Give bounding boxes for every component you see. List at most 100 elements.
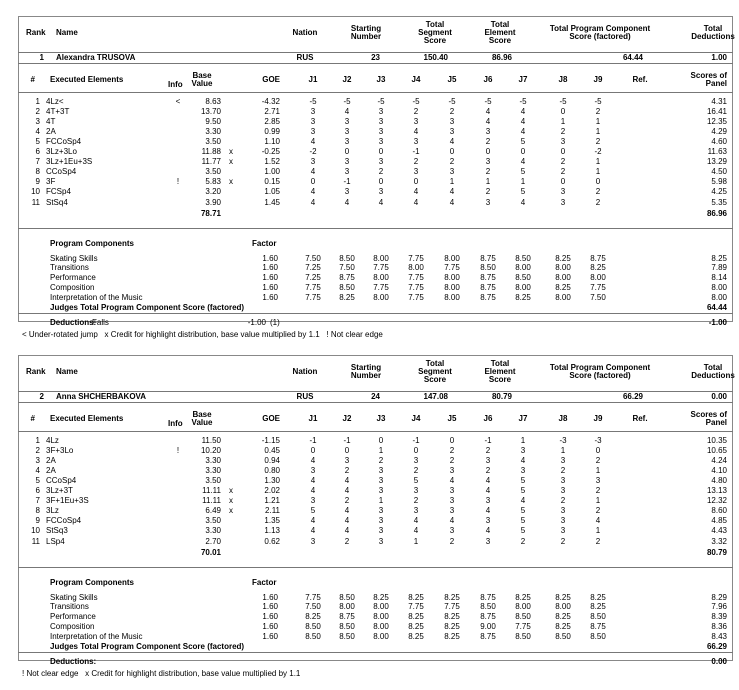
text: 2 xyxy=(449,536,455,546)
text: -5 xyxy=(343,96,351,106)
text: Scores of xyxy=(690,409,727,419)
text: 5.35 xyxy=(711,197,727,207)
text: 2.02 xyxy=(264,486,280,495)
text: 3 xyxy=(344,455,350,465)
text: 3 xyxy=(485,536,491,546)
text: 8.75 xyxy=(480,592,496,602)
text: 4.43 xyxy=(711,526,727,536)
text: x xyxy=(229,486,233,495)
text: 3 xyxy=(344,136,350,146)
text: -1.00 xyxy=(247,317,266,327)
text: 3 xyxy=(560,486,566,495)
text: 10 xyxy=(31,187,40,197)
text: Panel xyxy=(705,78,727,88)
text: 7.50 xyxy=(305,253,321,263)
text: 3 xyxy=(560,455,566,465)
text: J4 xyxy=(411,74,421,84)
text: 4 xyxy=(485,475,491,485)
text: 3 xyxy=(485,197,491,207)
text: 3.90 xyxy=(205,197,221,207)
text: 5.98 xyxy=(711,177,727,187)
text: 78.71 xyxy=(200,208,221,218)
text: 8.00 xyxy=(373,612,389,622)
text: 3 xyxy=(35,455,40,465)
text: 4 xyxy=(485,506,491,516)
text: 9.00 xyxy=(480,622,496,632)
text: 6.49 xyxy=(205,506,221,516)
text: 13.13 xyxy=(706,486,727,495)
text: -5 xyxy=(594,96,602,106)
text: 8 xyxy=(35,506,40,516)
text: 12.35 xyxy=(706,116,727,126)
text: 8.25 xyxy=(555,612,571,622)
text: 3 xyxy=(378,475,384,485)
text: 0.45 xyxy=(264,445,280,455)
text: 5 xyxy=(520,475,526,485)
text: -1.00 xyxy=(708,317,727,327)
text: 4T xyxy=(46,116,56,126)
text: Total xyxy=(490,358,510,368)
text: 7.75 xyxy=(444,263,460,273)
text: 8.29 xyxy=(711,592,727,602)
text: 8.50 xyxy=(305,622,321,632)
text: 8.25 xyxy=(515,293,531,303)
text: 1.60 xyxy=(262,253,278,263)
text: Transitions xyxy=(50,602,89,612)
text: 8.25 xyxy=(515,592,531,602)
text: 66.29 xyxy=(706,641,727,651)
text: FCCoSp4 xyxy=(46,516,82,526)
text: 3 xyxy=(560,506,566,516)
text: 7.75 xyxy=(515,622,531,632)
text: 1.60 xyxy=(262,602,278,612)
text: 1.60 xyxy=(262,592,278,602)
text: 3 xyxy=(378,187,384,197)
text: 2 xyxy=(595,187,601,197)
text: 2 xyxy=(595,536,601,546)
text: 147.08 xyxy=(423,391,448,401)
text: FCCoSp4 xyxy=(46,136,82,146)
text: 86.96 xyxy=(491,52,512,62)
text: 13.29 xyxy=(706,157,727,167)
text: Deductions xyxy=(691,370,735,380)
text: 66.29 xyxy=(622,391,643,401)
text: Segment xyxy=(418,27,452,37)
text: 8.00 xyxy=(444,253,460,263)
text: 8.00 xyxy=(444,283,460,293)
text: 8.00 xyxy=(373,622,389,632)
text: 7 xyxy=(35,157,40,167)
text: -5 xyxy=(309,96,317,106)
text: 4 xyxy=(520,496,526,506)
text: 3 xyxy=(449,116,455,126)
rule xyxy=(18,313,733,314)
text: 8.75 xyxy=(480,283,496,293)
text: 1.60 xyxy=(262,632,278,642)
text: 4 xyxy=(310,516,316,526)
text: 2 xyxy=(560,465,566,475)
text: J3 xyxy=(376,413,386,423)
text: Ref. xyxy=(632,413,648,423)
text: 8.25 xyxy=(339,293,355,303)
text: Score (factored) xyxy=(569,31,631,41)
text: 8.14 xyxy=(711,273,727,283)
text: 8.75 xyxy=(480,612,496,622)
text: J2 xyxy=(342,413,352,423)
text: 4.29 xyxy=(711,126,727,136)
text: 3 xyxy=(485,496,491,506)
text: 8.00 xyxy=(373,632,389,642)
text: 2 xyxy=(560,126,566,136)
text: Deductions: xyxy=(50,656,97,666)
text: Composition xyxy=(50,283,95,293)
text: Ref. xyxy=(632,74,648,84)
text: 4.24 xyxy=(711,455,727,465)
text: 8.50 xyxy=(555,632,571,642)
text: 7.75 xyxy=(408,273,424,283)
text: RUS xyxy=(296,52,314,62)
text: 1.30 xyxy=(264,475,280,485)
text: 1 xyxy=(520,435,526,445)
text: 4 xyxy=(449,187,455,197)
text: -5 xyxy=(519,96,527,106)
text: 1.00 xyxy=(711,52,727,62)
text: 4.10 xyxy=(711,465,727,475)
text: 8.00 xyxy=(515,283,531,293)
text: Deductions xyxy=(691,31,735,41)
